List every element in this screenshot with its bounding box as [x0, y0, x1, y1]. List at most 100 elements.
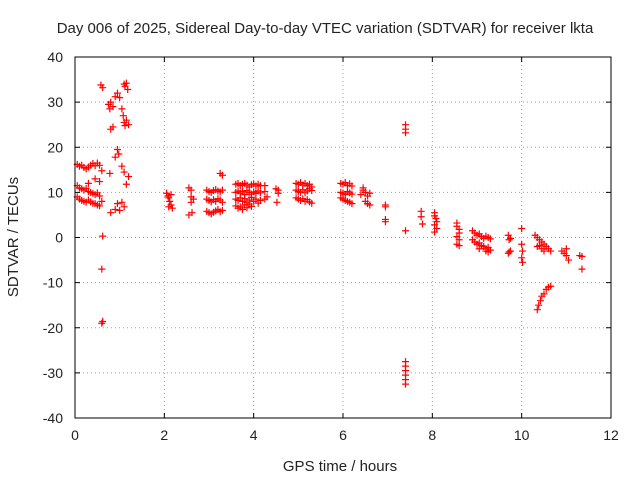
data-point — [518, 240, 526, 248]
data-point — [357, 191, 365, 199]
data-point — [118, 198, 126, 206]
data-point — [578, 252, 586, 260]
data-point — [109, 103, 117, 111]
data-point — [402, 227, 410, 235]
data-point — [218, 206, 226, 214]
data-point — [96, 192, 104, 200]
data-point — [96, 161, 104, 169]
data-point — [111, 206, 119, 214]
data-point — [274, 189, 282, 197]
data-point — [165, 203, 173, 211]
data-point — [118, 105, 126, 113]
data-point — [96, 202, 104, 210]
data-point — [256, 196, 264, 204]
data-point — [261, 187, 269, 195]
data-point — [263, 193, 271, 201]
data-point — [241, 195, 249, 203]
data-point — [535, 301, 543, 309]
chart-title: Day 006 of 2025, Sidereal Day-to-day VTE… — [57, 20, 594, 37]
data-point — [107, 98, 115, 106]
data-point — [125, 121, 133, 129]
data-point — [433, 224, 441, 232]
data-point — [98, 197, 106, 205]
data-point — [125, 173, 133, 181]
data-point — [348, 182, 356, 190]
data-point — [402, 380, 410, 388]
data-point — [261, 182, 269, 190]
data-point — [256, 189, 264, 197]
data-point — [98, 319, 106, 327]
data-point — [236, 194, 244, 202]
data-point — [507, 234, 514, 242]
y-tick-label: 40 — [47, 49, 63, 65]
data-point — [98, 265, 106, 273]
data-point — [381, 203, 389, 211]
data-point — [120, 168, 128, 176]
data-point — [547, 282, 555, 290]
data-point — [122, 79, 130, 87]
x-tick-label: 4 — [250, 427, 258, 443]
data-point — [359, 184, 367, 192]
data-point — [540, 290, 548, 298]
x-tick-label: 12 — [603, 427, 619, 443]
data-point — [273, 198, 281, 206]
y-tick-label: 20 — [47, 139, 63, 155]
y-tick-label: -40 — [43, 410, 63, 426]
data-point — [116, 94, 124, 102]
data-point — [99, 84, 107, 92]
data-point — [565, 256, 573, 264]
data-point — [115, 150, 123, 158]
data-point — [455, 229, 463, 237]
data-point — [381, 218, 389, 226]
data-point — [111, 153, 119, 161]
data-point — [247, 193, 255, 201]
data-point — [562, 252, 570, 260]
data-point — [111, 93, 119, 101]
data-point — [122, 116, 130, 124]
data-point — [252, 195, 260, 203]
data-point — [431, 221, 439, 229]
data-point — [218, 186, 226, 194]
data-point — [547, 247, 555, 255]
data-point — [533, 306, 541, 314]
y-tick-label: -10 — [43, 275, 63, 291]
data-point — [562, 245, 570, 253]
data-point — [484, 248, 492, 256]
data-point — [84, 179, 92, 187]
data-point — [239, 206, 246, 214]
data-point — [247, 202, 255, 210]
y-tick-label: 0 — [55, 230, 63, 246]
data-point — [96, 178, 104, 186]
x-tick-label: 6 — [339, 427, 347, 443]
data-point — [431, 228, 439, 236]
data-point — [308, 187, 316, 195]
data-point — [120, 203, 128, 211]
data-point — [348, 200, 356, 208]
data-point — [167, 191, 175, 199]
data-point — [419, 220, 427, 228]
x-tick-label: 8 — [428, 427, 436, 443]
data-point — [218, 198, 226, 206]
data-point — [124, 85, 132, 93]
data-point — [308, 199, 316, 207]
data-point — [185, 211, 193, 219]
data-point — [113, 200, 121, 208]
data-point — [455, 242, 463, 250]
y-tick-label: 10 — [47, 184, 63, 200]
data-point — [505, 248, 513, 256]
data-point — [578, 265, 586, 273]
data-point — [432, 215, 440, 223]
x-axis-label: GPS time / hours — [283, 458, 397, 475]
y-axis-label: SDTVAR / TECUs — [5, 177, 22, 297]
data-point — [121, 122, 129, 130]
data-point — [168, 204, 176, 212]
plot-frame — [74, 56, 612, 419]
y-tick-label: -20 — [43, 320, 63, 336]
data-point — [107, 209, 115, 217]
data-point — [475, 245, 483, 253]
axis-ticks: 0 2 4 6 8 10 12 -40 -30 -20 -10 0 10 20 30 40 — [43, 49, 619, 443]
data-point — [118, 162, 126, 170]
data-point — [98, 167, 106, 175]
data-point — [348, 190, 356, 198]
